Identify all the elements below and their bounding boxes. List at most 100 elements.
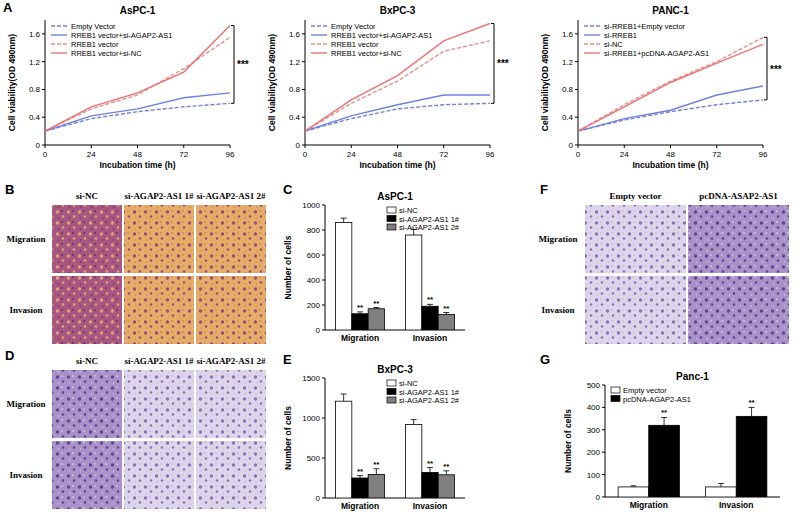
tick-label: 96 bbox=[226, 150, 235, 159]
annotations: ******** bbox=[357, 459, 450, 476]
axis-title: Incubation time (h) bbox=[632, 160, 708, 170]
tick-label: 500 bbox=[307, 454, 321, 463]
micrograph bbox=[196, 205, 266, 273]
legend-label: si-RREB1 bbox=[604, 31, 637, 40]
tick bbox=[397, 145, 398, 148]
tick bbox=[578, 145, 579, 148]
tick bbox=[575, 117, 578, 118]
tick-label: 0 bbox=[296, 141, 301, 150]
annotation: ** bbox=[373, 299, 380, 308]
panel-letter: D bbox=[5, 348, 14, 363]
micrograph bbox=[196, 441, 266, 509]
column-label: si-AGAP2-AS1 2# bbox=[196, 356, 266, 366]
error-bar bbox=[341, 218, 347, 222]
micrograph bbox=[585, 205, 686, 273]
tick-label: 1500 bbox=[302, 374, 320, 383]
tick-label: 1.6 bbox=[289, 30, 301, 39]
bar bbox=[649, 425, 680, 497]
micrograph bbox=[124, 276, 194, 344]
legend-swatch bbox=[51, 25, 67, 26]
tick-label: 0 bbox=[43, 150, 48, 159]
tick bbox=[305, 145, 306, 148]
legend-swatch bbox=[611, 396, 620, 402]
tick-label: 200 bbox=[587, 448, 601, 457]
tick-label: 0.4 bbox=[289, 113, 301, 122]
legend-swatch bbox=[51, 34, 67, 35]
figure: ABCDEFGAsPC-100.40.81.21.6024487296Incub… bbox=[0, 0, 797, 521]
tick bbox=[302, 61, 305, 62]
legend-swatch bbox=[51, 43, 67, 44]
tick-label: 1.2 bbox=[289, 58, 301, 67]
tick-label: 0.4 bbox=[29, 113, 41, 122]
axis-title: Cell viability(OD 490nm) bbox=[7, 34, 17, 131]
tick-label: Invasion bbox=[413, 501, 447, 511]
tick bbox=[575, 33, 578, 34]
tick bbox=[302, 89, 305, 90]
error-bar bbox=[749, 407, 755, 416]
error-bar bbox=[443, 471, 449, 475]
row-label: Migration bbox=[7, 399, 46, 409]
legend-swatch bbox=[311, 43, 327, 44]
axis-title: Number of cells bbox=[283, 406, 293, 470]
legend-swatch bbox=[584, 34, 600, 35]
tick-label: 96 bbox=[759, 150, 768, 159]
plot-area bbox=[618, 407, 767, 497]
bar bbox=[336, 223, 352, 331]
tick bbox=[42, 89, 45, 90]
error-bar bbox=[718, 484, 724, 487]
bar-chart: AsPC-102004006008001000Number of cellsMi… bbox=[283, 191, 465, 343]
tick bbox=[602, 452, 605, 453]
tick-label: 0 bbox=[316, 494, 321, 503]
title: AsPC-1 bbox=[120, 5, 156, 16]
tick-label: 0 bbox=[303, 150, 308, 159]
annotation: ** bbox=[443, 462, 450, 471]
legend-label: RREB1 vector+si-AGAP2-AS1 bbox=[331, 31, 433, 40]
tick bbox=[322, 205, 325, 206]
tick bbox=[602, 474, 605, 475]
tick-label: 0.8 bbox=[29, 85, 41, 94]
tick-label: 72 bbox=[179, 150, 188, 159]
line-chart: PANC-100.40.81.21.6024487296Incubation t… bbox=[540, 5, 782, 170]
micrograph bbox=[688, 276, 789, 344]
tick bbox=[763, 145, 764, 148]
tick-label: 48 bbox=[133, 150, 142, 159]
row-label: Invasion bbox=[9, 470, 42, 480]
tick-label: 24 bbox=[87, 150, 96, 159]
tick bbox=[443, 145, 444, 148]
error-bar bbox=[357, 476, 363, 478]
error-bar bbox=[411, 420, 417, 425]
tick bbox=[302, 33, 305, 34]
tick bbox=[322, 230, 325, 231]
legend-swatch bbox=[387, 397, 396, 403]
tick-label: 1000 bbox=[302, 201, 320, 210]
line-chart: AsPC-100.40.81.21.6024487296Incubation t… bbox=[7, 5, 249, 170]
tick bbox=[137, 145, 138, 148]
annotation: ** bbox=[357, 467, 364, 476]
tick-label: 1000 bbox=[302, 414, 320, 423]
title: PANC-1 bbox=[652, 5, 689, 16]
tick bbox=[183, 145, 184, 148]
plot-area bbox=[305, 23, 490, 131]
legend-swatch bbox=[584, 25, 600, 26]
plot-area bbox=[578, 37, 763, 131]
series-line bbox=[578, 44, 763, 131]
tick-label: 0 bbox=[576, 150, 581, 159]
legend-swatch bbox=[611, 387, 620, 393]
row-label: Invasion bbox=[541, 305, 574, 315]
panel-letter: E bbox=[283, 352, 292, 367]
annotation: ** bbox=[661, 408, 668, 417]
bar bbox=[438, 314, 454, 330]
tick-label: 24 bbox=[620, 150, 629, 159]
error-bar bbox=[630, 486, 636, 487]
legend-swatch bbox=[51, 52, 67, 53]
series-line bbox=[305, 41, 490, 131]
tick-label: Migration bbox=[341, 501, 379, 511]
panel-letter: C bbox=[283, 182, 293, 197]
micrograph bbox=[124, 441, 194, 509]
legend-swatch bbox=[311, 34, 327, 35]
legend-swatch bbox=[584, 52, 600, 53]
panel-letter: A bbox=[3, 0, 13, 15]
tick-label: 0.4 bbox=[562, 113, 574, 122]
column-label: si-AGAP2-AS1 1# bbox=[124, 191, 194, 201]
plot-area bbox=[336, 218, 455, 330]
